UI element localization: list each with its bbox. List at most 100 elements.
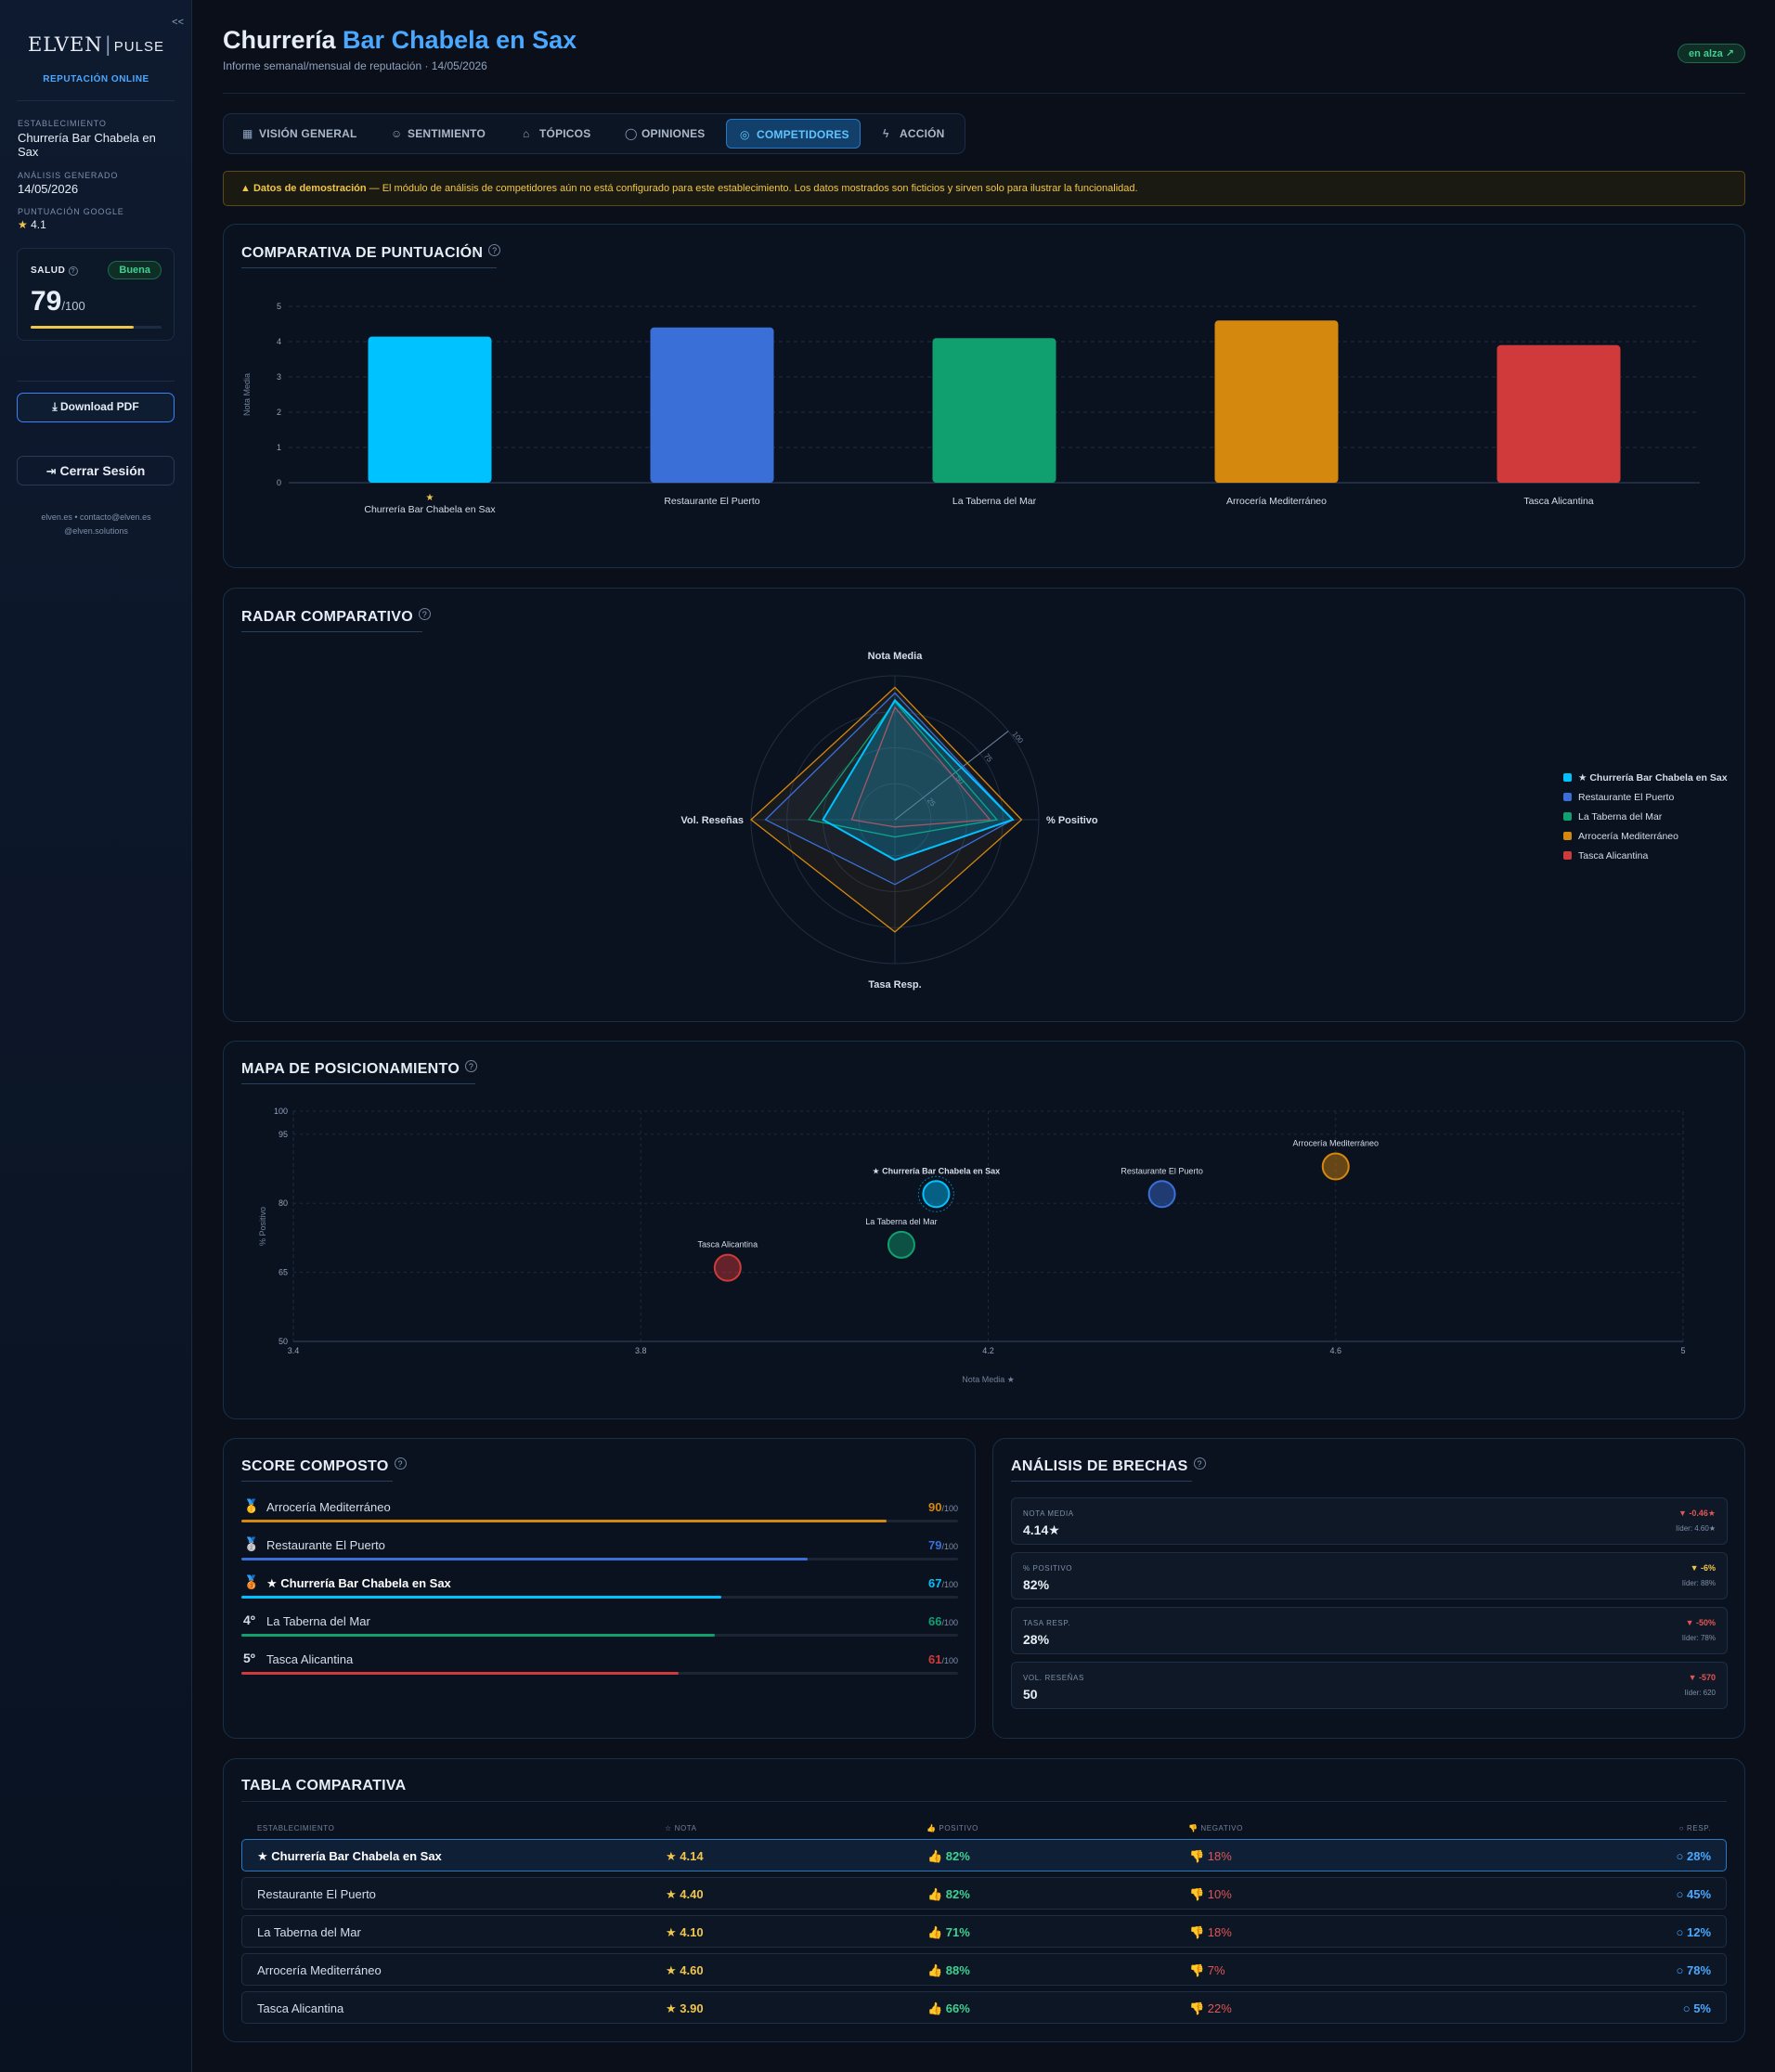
logout-button[interactable]: ⇥ Cerrar Sesión [17, 456, 175, 486]
legend-label: ★ Churrería Bar Chabela en Sax [1578, 772, 1728, 783]
health-badge: Buena [108, 261, 162, 279]
google-score-value: ★ 4.1 [18, 218, 46, 231]
tab-topics[interactable]: ⌂ TÓPICOS [519, 119, 590, 149]
bubble-point [1147, 1180, 1176, 1209]
y-axis-label: % Positivo [258, 1207, 267, 1246]
radar-axis-label: Nota Media [868, 651, 924, 662]
health-score: 79/100 [31, 286, 85, 317]
score-value: 61/100 [928, 1652, 958, 1666]
legend-swatch [1563, 812, 1572, 821]
radar-series-polygon [749, 686, 1023, 933]
score-row: 🥉 ★ Churrería Bar Chabela en Sax 67/100 [241, 1574, 958, 1602]
tab-competitors[interactable]: ◎ COMPETIDORES [726, 119, 861, 149]
card-title: COMPARATIVA DE PUNTUACIÓN? [241, 244, 501, 262]
table-row: Tasca Alicantina ★ 3.90 👍 66% 👎 22% ○ 5% [241, 1991, 1727, 2024]
cell-positive: 👍 82% [927, 1849, 970, 1863]
gap-row: TASA RESP. 28% ▼ -50% líder: 78% [1011, 1607, 1728, 1654]
help-icon[interactable]: ? [418, 608, 431, 620]
column-header-negative: 👎 NEGATIVO [1188, 1824, 1243, 1832]
score-value: 66/100 [928, 1614, 958, 1628]
y-tick-label: 5 [277, 302, 281, 311]
score-fill [241, 1672, 679, 1675]
bubble-label: Restaurante El Puerto [1121, 1166, 1203, 1175]
cell-rating: ★ 4.10 [666, 1925, 704, 1939]
score-fill [241, 1596, 722, 1599]
x-tick-label: La Taberna del Mar [952, 496, 1037, 507]
score-name: ★ Churrería Bar Chabela en Sax [266, 1576, 451, 1590]
help-icon[interactable]: ? [1193, 1457, 1206, 1470]
tab-sentiment[interactable]: ☺ SENTIMIENTO [387, 119, 486, 149]
establishment-value: Churrería Bar Chabela en Sax [18, 131, 156, 159]
x-tick-label: Tasca Alicantina [1523, 496, 1593, 507]
collapse-sidebar-button[interactable]: << [172, 17, 184, 28]
warning-icon: ▲ [240, 183, 251, 194]
cell-rating: ★ 3.90 [666, 2001, 704, 2015]
target-icon: ◎ [740, 128, 750, 141]
gap-delta: ▼ -50% [1685, 1618, 1716, 1627]
score-number: 79 [928, 1538, 942, 1552]
cell-positive: 👍 71% [927, 1925, 970, 1939]
title-underline [1011, 1481, 1192, 1482]
title-underline [241, 267, 497, 268]
table-row: Arrocería Mediterráneo ★ 4.60 👍 88% 👎 7% ○ 7… [241, 1953, 1727, 1986]
table-row: La Taberna del Mar ★ 4.10 👍 71% 👎 18% ○ 12% [241, 1915, 1727, 1948]
smile-icon: ☺ [391, 127, 403, 140]
help-icon[interactable]: ? [68, 266, 78, 276]
gap-analysis-card: ANÁLISIS DE BRECHAS? NOTA MEDIA 4.14★ ▼ -0… [992, 1438, 1745, 1739]
tab-overview[interactable]: ▦ VISIÓN GENERAL [239, 119, 356, 149]
analysis-value: 14/05/2026 [18, 182, 79, 196]
y-tick-label: 0 [277, 478, 281, 487]
x-axis-label: Nota Media ★ [962, 1375, 1015, 1384]
divider [223, 93, 1745, 94]
help-icon[interactable]: ? [488, 244, 501, 256]
tab-reviews[interactable]: ◯ OPINIONES [621, 119, 705, 149]
page-subtitle: Informe semanal/mensual de reputación · … [223, 59, 487, 72]
score-track [241, 1596, 958, 1599]
cell-negative: 👎 10% [1189, 1887, 1232, 1901]
help-icon[interactable]: ? [394, 1457, 407, 1470]
legend-label: Arrocería Mediterráneo [1578, 831, 1678, 842]
score-fill [241, 1634, 715, 1637]
tag-icon: ⌂ [523, 127, 530, 140]
cell-negative: 👎 18% [1189, 1925, 1232, 1939]
cell-response: ○ 78% [1676, 1963, 1711, 1977]
bubble-label: ★ Churrería Bar Chabela en Sax [873, 1166, 1001, 1175]
score-name: Restaurante El Puerto [266, 1538, 385, 1552]
radar-scale-label: 75 [982, 752, 994, 764]
google-score-label: PUNTUACIÓN GOOGLE [18, 207, 124, 216]
medal-icon: 4º [243, 1612, 255, 1627]
help-icon[interactable]: ? [465, 1060, 478, 1072]
cell-negative: 👎 18% [1189, 1849, 1232, 1863]
tab-action[interactable]: ϟ ACCIÓN [879, 119, 945, 149]
star-icon: ★ [18, 218, 28, 231]
download-pdf-button[interactable]: ⤓ Download PDF [17, 393, 175, 422]
gap-value: 82% [1023, 1577, 1050, 1592]
column-header-rating: ☆ NOTA [665, 1824, 697, 1832]
bubble-highlight-ring [917, 1175, 954, 1212]
radar-scale-label: 100 [1011, 730, 1026, 745]
cell-name: Tasca Alicantina [257, 2001, 344, 2015]
cell-response: ○ 5% [1682, 2001, 1711, 2015]
bar [650, 327, 774, 483]
cell-name: Arrocería Mediterráneo [257, 1963, 382, 1977]
card-title: SCORE COMPOSTO? [241, 1457, 407, 1475]
x-tick-label: Arrocería Mediterráneo [1226, 496, 1327, 507]
radar-series-polygon [807, 700, 999, 838]
bar [368, 336, 492, 483]
cell-positive: 👍 88% [927, 1963, 970, 1977]
score-track [241, 1520, 958, 1522]
legend-label: Restaurante El Puerto [1578, 792, 1674, 803]
score-comparison-card: COMPARATIVA DE PUNTUACIÓN? 0 1 2 3 4 5 Nota Me… [223, 224, 1745, 568]
medal-icon: 🥈 [243, 1536, 260, 1551]
positioning-map-card: MAPA DE POSICIONAMIENTO? 3.4 3.8 4.2 4.6 5 50… [223, 1041, 1745, 1419]
y-tick-label: 80 [279, 1198, 288, 1208]
card-title: MAPA DE POSICIONAMIENTO? [241, 1060, 478, 1078]
y-tick-label: 2 [277, 408, 281, 417]
gap-value: 50 [1023, 1687, 1038, 1702]
card-title: TABLA COMPARATIVA [241, 1778, 407, 1794]
radar-axis-label: % Positivo [1046, 815, 1098, 826]
card-title: RADAR COMPARATIVO? [241, 608, 431, 626]
gap-label: NOTA MEDIA [1023, 1509, 1074, 1518]
score-number: 90 [928, 1500, 942, 1514]
